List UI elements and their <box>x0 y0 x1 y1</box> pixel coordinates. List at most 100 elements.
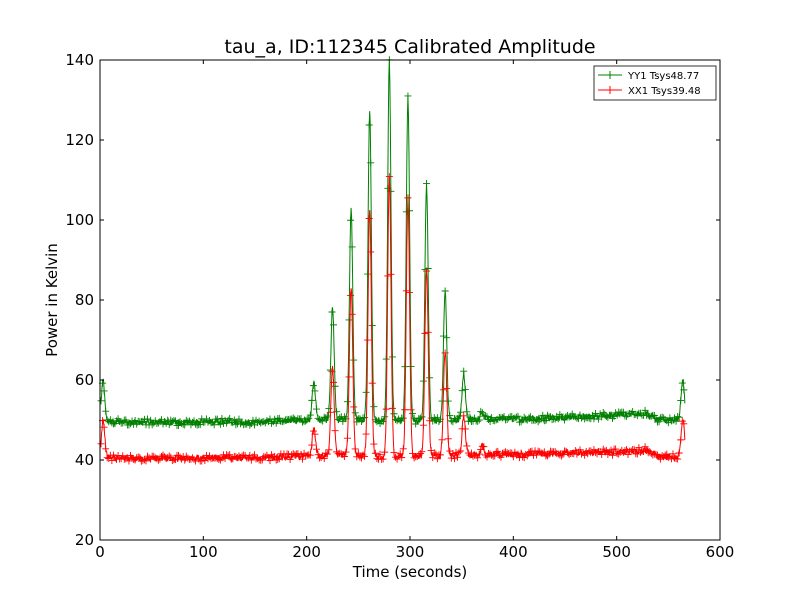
y-axis-label: Power in Kelvin <box>43 243 61 357</box>
data-point <box>419 421 427 429</box>
data-point <box>559 451 567 459</box>
data-point <box>213 415 221 423</box>
data-point <box>154 419 162 427</box>
data-point <box>178 420 186 428</box>
data-point <box>207 419 215 427</box>
data-point <box>316 415 324 423</box>
data-point <box>641 443 649 451</box>
data-point <box>116 418 124 426</box>
data-point <box>675 413 683 421</box>
data-point <box>492 448 500 456</box>
data-point <box>601 447 609 455</box>
data-point <box>286 455 294 463</box>
data-point <box>534 447 542 455</box>
data-point <box>486 418 494 426</box>
data-point <box>255 417 263 425</box>
data-point <box>243 420 251 428</box>
legend-label: XX1 Tsys39.48 <box>628 86 701 97</box>
data-point <box>457 408 465 416</box>
data-point <box>306 451 314 459</box>
data-point <box>613 450 621 458</box>
data-point <box>382 405 390 413</box>
data-point <box>421 266 429 274</box>
data-point <box>588 411 596 419</box>
data-point <box>188 418 196 426</box>
data-point <box>452 416 460 424</box>
data-point <box>542 416 550 424</box>
data-point <box>677 397 685 405</box>
data-point <box>365 121 373 129</box>
data-point <box>322 449 330 457</box>
data-point <box>565 450 573 458</box>
data-point <box>443 385 451 393</box>
data-point <box>517 449 525 457</box>
data-point <box>340 452 348 460</box>
data-point <box>671 454 679 462</box>
data-point <box>423 179 431 187</box>
data-point <box>641 406 649 414</box>
data-point <box>571 447 579 455</box>
data-point <box>680 420 688 428</box>
data-point <box>475 450 483 458</box>
data-point <box>331 427 339 435</box>
legend: YY1 Tsys48.77 XX1 Tsys39.48 <box>593 65 717 101</box>
data-point <box>599 445 607 453</box>
data-point <box>678 379 686 387</box>
data-point <box>621 447 629 455</box>
data-point <box>404 92 412 100</box>
data-point <box>210 421 218 429</box>
legend-marker <box>606 71 614 79</box>
data-point <box>328 308 336 316</box>
data-point <box>660 414 668 422</box>
data-point <box>390 449 398 457</box>
data-point <box>494 447 502 455</box>
data-point <box>382 355 390 363</box>
data-point <box>636 448 644 456</box>
data-point <box>384 272 392 280</box>
data-point <box>97 397 105 405</box>
data-point <box>306 411 314 419</box>
data-point <box>254 418 262 426</box>
data-point <box>571 413 579 421</box>
data-point <box>635 444 643 452</box>
data-point <box>385 173 393 181</box>
data-point <box>283 450 291 458</box>
data-point <box>376 450 384 458</box>
data-point <box>336 414 344 422</box>
data-point <box>458 387 466 395</box>
data-point <box>334 416 342 424</box>
data-point <box>522 415 530 423</box>
data-point <box>436 451 444 459</box>
data-point <box>587 447 595 455</box>
data-point <box>348 310 356 318</box>
data-point <box>364 336 372 344</box>
data-point <box>247 456 255 464</box>
data-point <box>624 451 632 459</box>
data-point <box>581 415 589 423</box>
y-tick-label: 20 <box>75 531 94 549</box>
data-point <box>564 449 572 457</box>
data-point <box>213 454 221 462</box>
data-point <box>598 413 606 421</box>
data-point <box>483 453 491 461</box>
data-point <box>438 436 446 444</box>
data-point <box>157 416 165 424</box>
data-point <box>440 386 448 394</box>
data-point <box>272 456 280 464</box>
data-point <box>247 420 255 428</box>
data-point <box>303 415 311 423</box>
data-point <box>190 417 198 425</box>
data-point <box>409 450 417 458</box>
data-point <box>272 419 280 427</box>
data-point <box>655 418 663 426</box>
data-point <box>498 449 506 457</box>
data-point <box>291 451 299 459</box>
data-point <box>424 328 432 336</box>
data-point <box>463 408 471 416</box>
data-point <box>483 413 491 421</box>
data-point <box>469 452 477 460</box>
data-point <box>557 452 565 460</box>
data-point <box>308 396 316 404</box>
data-point <box>497 453 505 461</box>
data-point <box>440 332 448 340</box>
